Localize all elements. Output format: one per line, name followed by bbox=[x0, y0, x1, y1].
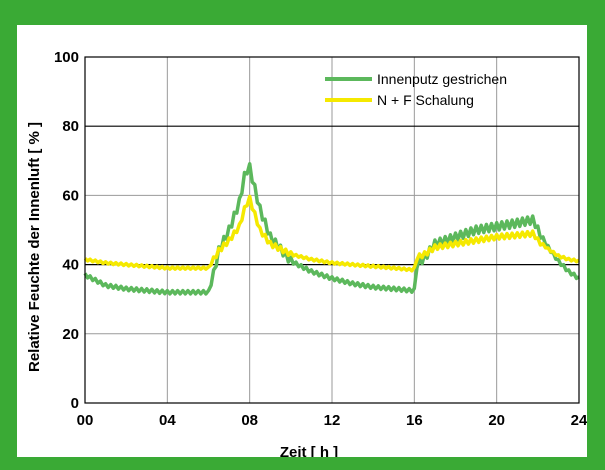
x-tick-label: 24 bbox=[571, 412, 587, 429]
plot-area-border bbox=[84, 56, 580, 404]
y-tick-label: 60 bbox=[62, 187, 79, 204]
x-tick-labels: 00 04 08 12 16 20 24 bbox=[77, 412, 588, 429]
y-tick-labels: 0 20 40 60 80 100 bbox=[54, 49, 79, 412]
y-tick-label: 80 bbox=[62, 118, 79, 135]
y-axis-label: Relative Feuchte der Innenluft [ % ] bbox=[26, 122, 43, 372]
x-tick-label: 12 bbox=[324, 412, 341, 429]
y-tick-label: 40 bbox=[62, 257, 79, 274]
legend-label-schalung: N + F Schalung bbox=[377, 92, 474, 108]
y-tick-label: 20 bbox=[62, 326, 79, 343]
y-tick-label: 0 bbox=[71, 395, 79, 412]
legend-label-innenputz: Innenputz gestrichen bbox=[377, 71, 507, 87]
humidity-line-chart: 00 04 08 12 16 20 24 0 20 40 60 80 100 Zeit [ h ] R… bbox=[26, 49, 588, 461]
x-tick-label: 00 bbox=[77, 412, 94, 429]
x-tick-label: 16 bbox=[406, 412, 423, 429]
x-tick-label: 08 bbox=[241, 412, 258, 429]
y-tick-label: 100 bbox=[54, 49, 79, 66]
series-line-1 bbox=[83, 194, 580, 273]
x-axis-label: Zeit [ h ] bbox=[280, 444, 338, 457]
legend: Innenputz gestrichen N + F Schalung bbox=[325, 71, 507, 108]
series-line-0 bbox=[83, 162, 580, 296]
x-tick-label: 20 bbox=[488, 412, 505, 429]
chart-panel: 00 04 08 12 16 20 24 0 20 40 60 80 100 Zeit [ h ] R… bbox=[17, 25, 588, 461]
series-layer bbox=[83, 162, 580, 296]
x-tick-label: 04 bbox=[159, 412, 176, 429]
